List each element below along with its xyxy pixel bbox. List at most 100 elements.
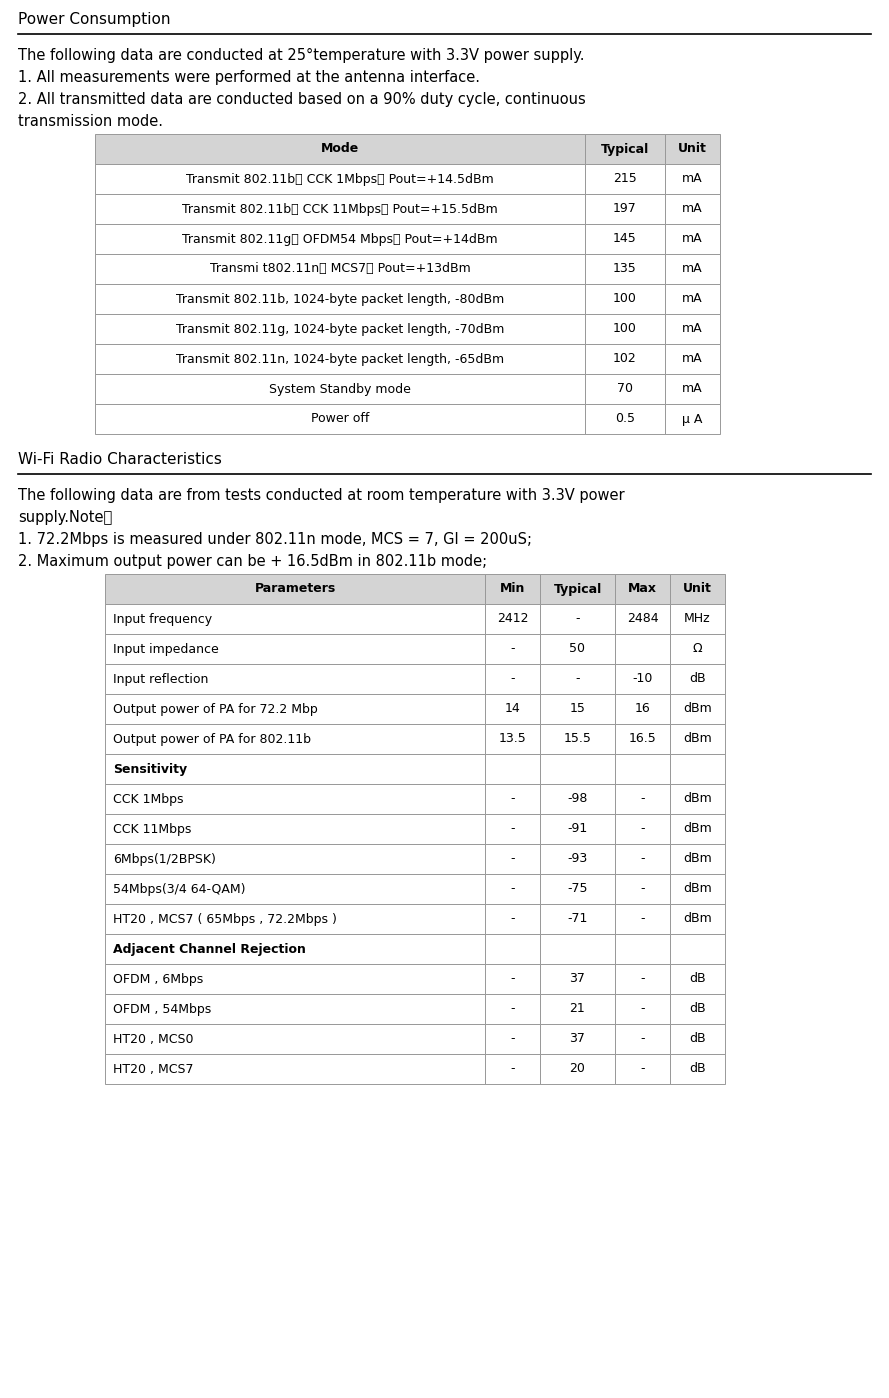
- Bar: [665, 344, 720, 375]
- Text: 54Mbps(3/4 64-QAM): 54Mbps(3/4 64-QAM): [113, 882, 245, 896]
- Bar: [485, 784, 540, 814]
- Bar: [670, 1054, 725, 1083]
- Bar: [615, 604, 670, 635]
- Bar: [670, 575, 725, 604]
- Text: 1. All measurements were performed at the antenna interface.: 1. All measurements were performed at th…: [18, 70, 480, 85]
- Text: dBm: dBm: [683, 793, 712, 805]
- Text: 16.5: 16.5: [629, 733, 656, 745]
- Text: μ A: μ A: [683, 412, 702, 425]
- Text: 6Mbps(1/2BPSK): 6Mbps(1/2BPSK): [113, 853, 216, 865]
- Text: 2. All transmitted data are conducted based on a 90% duty cycle, continuous: 2. All transmitted data are conducted ba…: [18, 92, 586, 108]
- Text: 2484: 2484: [627, 612, 659, 625]
- Bar: [485, 754, 540, 784]
- Text: 16: 16: [635, 703, 651, 716]
- Bar: [615, 754, 670, 784]
- Bar: [665, 315, 720, 344]
- Bar: [615, 965, 670, 994]
- Bar: [615, 844, 670, 874]
- Bar: [585, 315, 665, 344]
- Text: Input reflection: Input reflection: [113, 672, 208, 685]
- Text: 37: 37: [570, 973, 586, 986]
- Bar: [585, 164, 665, 194]
- Bar: [615, 994, 670, 1023]
- Bar: [485, 994, 540, 1023]
- Bar: [615, 635, 670, 664]
- Text: -: -: [510, 853, 515, 865]
- Bar: [540, 664, 615, 693]
- Bar: [670, 604, 725, 635]
- Bar: [95, 224, 585, 254]
- Bar: [95, 284, 585, 315]
- Text: 100: 100: [613, 292, 637, 306]
- Text: Transmit 802.11n, 1024-byte packet length, -65dBm: Transmit 802.11n, 1024-byte packet lengt…: [176, 352, 504, 365]
- Bar: [615, 664, 670, 693]
- Bar: [105, 965, 485, 994]
- Text: mA: mA: [682, 232, 703, 246]
- Bar: [540, 874, 615, 905]
- Bar: [585, 284, 665, 315]
- Text: 2412: 2412: [497, 612, 528, 625]
- Bar: [485, 905, 540, 934]
- Text: -: -: [510, 643, 515, 656]
- Text: dBm: dBm: [683, 853, 712, 865]
- Bar: [615, 575, 670, 604]
- Text: -: -: [640, 973, 645, 986]
- Bar: [105, 693, 485, 724]
- Text: MHz: MHz: [685, 612, 711, 625]
- Text: Transmit 802.11g， OFDM54 Mbps， Pout=+14dBm: Transmit 802.11g， OFDM54 Mbps， Pout=+14d…: [182, 232, 498, 246]
- Text: Transmit 802.11b， CCK 1Mbps， Pout=+14.5dBm: Transmit 802.11b， CCK 1Mbps， Pout=+14.5d…: [186, 172, 494, 186]
- Text: 70: 70: [617, 383, 633, 396]
- Bar: [670, 693, 725, 724]
- Text: -: -: [640, 1062, 645, 1075]
- Bar: [540, 844, 615, 874]
- Text: Typical: Typical: [601, 143, 649, 155]
- Text: mA: mA: [682, 292, 703, 306]
- Bar: [485, 844, 540, 874]
- Bar: [105, 604, 485, 635]
- Text: -: -: [510, 913, 515, 925]
- Text: 1. 72.2Mbps is measured under 802.11n mode, MCS = 7, GI = 200uS;: 1. 72.2Mbps is measured under 802.11n mo…: [18, 533, 532, 547]
- Text: -10: -10: [632, 672, 653, 685]
- Text: dBm: dBm: [683, 822, 712, 836]
- Bar: [105, 724, 485, 754]
- Bar: [540, 965, 615, 994]
- Text: 102: 102: [613, 352, 637, 365]
- Bar: [670, 724, 725, 754]
- Bar: [95, 375, 585, 404]
- Bar: [95, 134, 585, 164]
- Text: HT20 , MCS7 ( 65Mbps , 72.2Mbps ): HT20 , MCS7 ( 65Mbps , 72.2Mbps ): [113, 913, 337, 925]
- Bar: [665, 194, 720, 224]
- Text: 13.5: 13.5: [499, 733, 526, 745]
- Bar: [665, 284, 720, 315]
- Bar: [540, 693, 615, 724]
- Text: The following data are from tests conducted at room temperature with 3.3V power: The following data are from tests conduc…: [18, 488, 625, 503]
- Text: -: -: [640, 882, 645, 896]
- Bar: [105, 905, 485, 934]
- Bar: [485, 635, 540, 664]
- Text: 100: 100: [613, 323, 637, 336]
- Bar: [670, 965, 725, 994]
- Text: Transmit 802.11b， CCK 11Mbps， Pout=+15.5dBm: Transmit 802.11b， CCK 11Mbps， Pout=+15.5…: [182, 203, 498, 215]
- Text: 2. Maximum output power can be + 16.5dBm in 802.11b mode;: 2. Maximum output power can be + 16.5dBm…: [18, 554, 487, 569]
- Bar: [670, 664, 725, 693]
- Bar: [540, 635, 615, 664]
- Bar: [105, 784, 485, 814]
- Text: Max: Max: [628, 583, 657, 596]
- Bar: [670, 934, 725, 965]
- Bar: [485, 1054, 540, 1083]
- Bar: [665, 224, 720, 254]
- Text: mA: mA: [682, 383, 703, 396]
- Bar: [540, 934, 615, 965]
- Bar: [95, 315, 585, 344]
- Bar: [485, 664, 540, 693]
- Bar: [615, 1054, 670, 1083]
- Bar: [670, 844, 725, 874]
- Text: -: -: [575, 612, 580, 625]
- Bar: [615, 784, 670, 814]
- Bar: [585, 404, 665, 433]
- Bar: [485, 934, 540, 965]
- Text: OFDM , 6Mbps: OFDM , 6Mbps: [113, 973, 204, 986]
- Bar: [615, 814, 670, 844]
- Text: Min: Min: [500, 583, 525, 596]
- Bar: [105, 664, 485, 693]
